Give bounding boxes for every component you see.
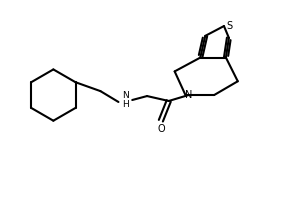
Text: O: O: [157, 124, 165, 134]
Text: N: N: [185, 90, 192, 100]
Text: S: S: [227, 21, 233, 31]
Text: N
H: N H: [122, 91, 129, 109]
